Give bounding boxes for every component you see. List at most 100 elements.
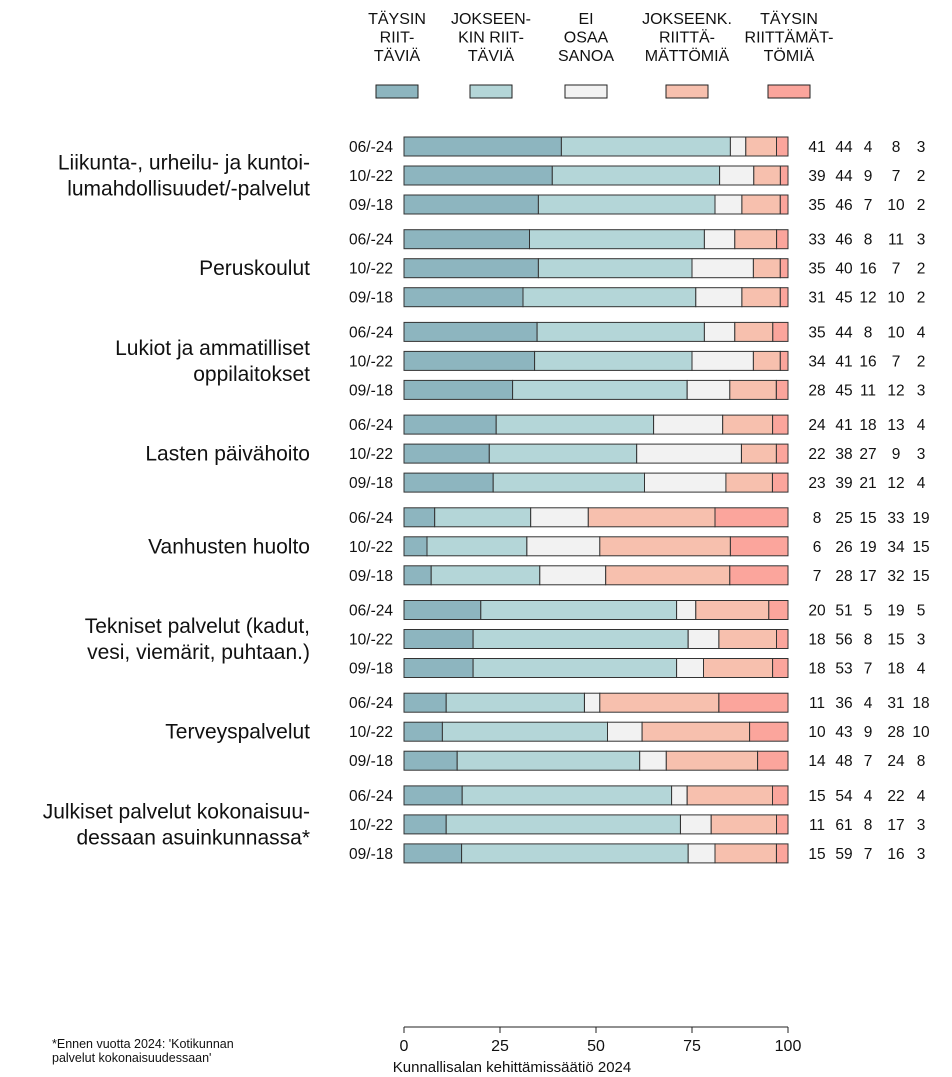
value-label: 7 (864, 197, 873, 214)
bar-segment (472, 658, 678, 678)
bar-segment (665, 750, 758, 771)
value-label: 2 (917, 353, 926, 370)
value-label: 3 (917, 846, 926, 863)
value-label: 4 (917, 417, 926, 434)
bar-segment (403, 536, 428, 557)
bar-segment (719, 165, 755, 186)
value-label: 4 (864, 788, 873, 805)
value-label: 3 (917, 382, 926, 399)
bar-segment (641, 721, 751, 742)
value-label: 7 (813, 568, 822, 585)
bar-segment (691, 258, 754, 279)
value-label: 3 (917, 632, 926, 649)
period-label: 10/-22 (349, 261, 393, 278)
period-label: 10/-22 (349, 539, 393, 556)
source-note: Kunnallisalan kehittämissäätiö 2024 (393, 1059, 631, 1076)
bar-segment (671, 785, 688, 806)
value-label: 15 (912, 568, 929, 585)
x-tick-label: 0 (400, 1038, 409, 1055)
legend-label: JOKSEEN- (451, 11, 531, 28)
value-label: 10 (887, 324, 905, 341)
bar-segment (605, 565, 731, 586)
value-label: 18 (808, 632, 825, 649)
bar-segment (680, 814, 712, 835)
legend-label: OSAA (564, 30, 609, 47)
value-label: 39 (808, 168, 825, 185)
bar-segment (729, 136, 747, 157)
legend-label: MÄTTÖMIÄ (645, 47, 730, 65)
value-label: 8 (813, 510, 822, 527)
value-label: 31 (887, 695, 904, 712)
bar-segment (537, 194, 716, 215)
value-label: 35 (808, 197, 825, 214)
value-label: 33 (808, 232, 825, 249)
bar-segment (434, 507, 532, 528)
bar-segment (403, 629, 474, 649)
value-label: 44 (835, 168, 853, 185)
bar-segment (461, 785, 673, 806)
bar-segment (779, 287, 789, 308)
value-label: 38 (835, 446, 852, 463)
value-label: 8 (864, 232, 873, 249)
value-label: 12 (887, 382, 904, 399)
bar-segment (779, 258, 789, 279)
bar-segment (776, 136, 789, 157)
period-label: 09/-18 (349, 197, 393, 214)
bar-segment (403, 165, 553, 186)
value-label: 7 (864, 753, 873, 770)
bar-segment (734, 321, 774, 342)
x-tick-label: 75 (683, 1038, 701, 1055)
category-label: dessaan asuinkunnassa* (76, 826, 310, 849)
bar-segment (729, 565, 789, 586)
bar-segment (560, 136, 731, 157)
bar-segment (725, 472, 773, 493)
bar-segment (729, 536, 789, 557)
bar-segment (722, 414, 774, 435)
period-label: 10/-22 (349, 446, 393, 463)
value-label: 15 (887, 632, 904, 649)
bar-segment (461, 843, 689, 864)
category-label: Lasten päivähoito (145, 443, 310, 466)
x-tick-label: 50 (587, 1038, 605, 1055)
value-label: 3 (917, 139, 926, 156)
bar-segment (734, 229, 778, 250)
value-label: 45 (835, 382, 852, 399)
value-label: 28 (808, 382, 825, 399)
value-label: 15 (808, 788, 825, 805)
value-label: 41 (835, 417, 852, 434)
value-label: 8 (864, 817, 873, 834)
value-label: 9 (864, 724, 873, 741)
value-label: 24 (887, 753, 905, 770)
value-label: 5 (917, 603, 926, 620)
legend-label: TÄYSIN (760, 10, 818, 28)
value-label: 7 (892, 168, 901, 185)
bar-segment (403, 321, 538, 342)
period-label: 10/-22 (349, 632, 393, 649)
value-label: 14 (808, 753, 826, 770)
value-label: 13 (887, 417, 904, 434)
bar-segment (472, 629, 689, 649)
bar-segment (636, 443, 742, 464)
bar-segment (480, 600, 678, 620)
bar-segment (403, 443, 490, 464)
period-label: 09/-18 (349, 753, 393, 770)
value-label: 21 (859, 475, 876, 492)
bar-segment (775, 443, 789, 464)
value-label: 4 (917, 324, 926, 341)
bar-segment (456, 750, 641, 771)
bar-segment (687, 629, 720, 649)
value-label: 23 (808, 475, 825, 492)
bar-segment (752, 258, 781, 279)
bar-segment (741, 287, 781, 308)
bar-segment (718, 629, 778, 649)
bar-segment (775, 379, 789, 400)
value-label: 7 (864, 846, 873, 863)
bar-segment (644, 472, 727, 493)
legend-label: SANOA (558, 48, 614, 65)
value-label: 11 (888, 232, 904, 249)
period-label: 09/-18 (349, 290, 393, 307)
bar-segment (768, 600, 789, 620)
value-label: 3 (917, 817, 926, 834)
value-label: 22 (808, 446, 825, 463)
value-label: 44 (835, 324, 853, 341)
